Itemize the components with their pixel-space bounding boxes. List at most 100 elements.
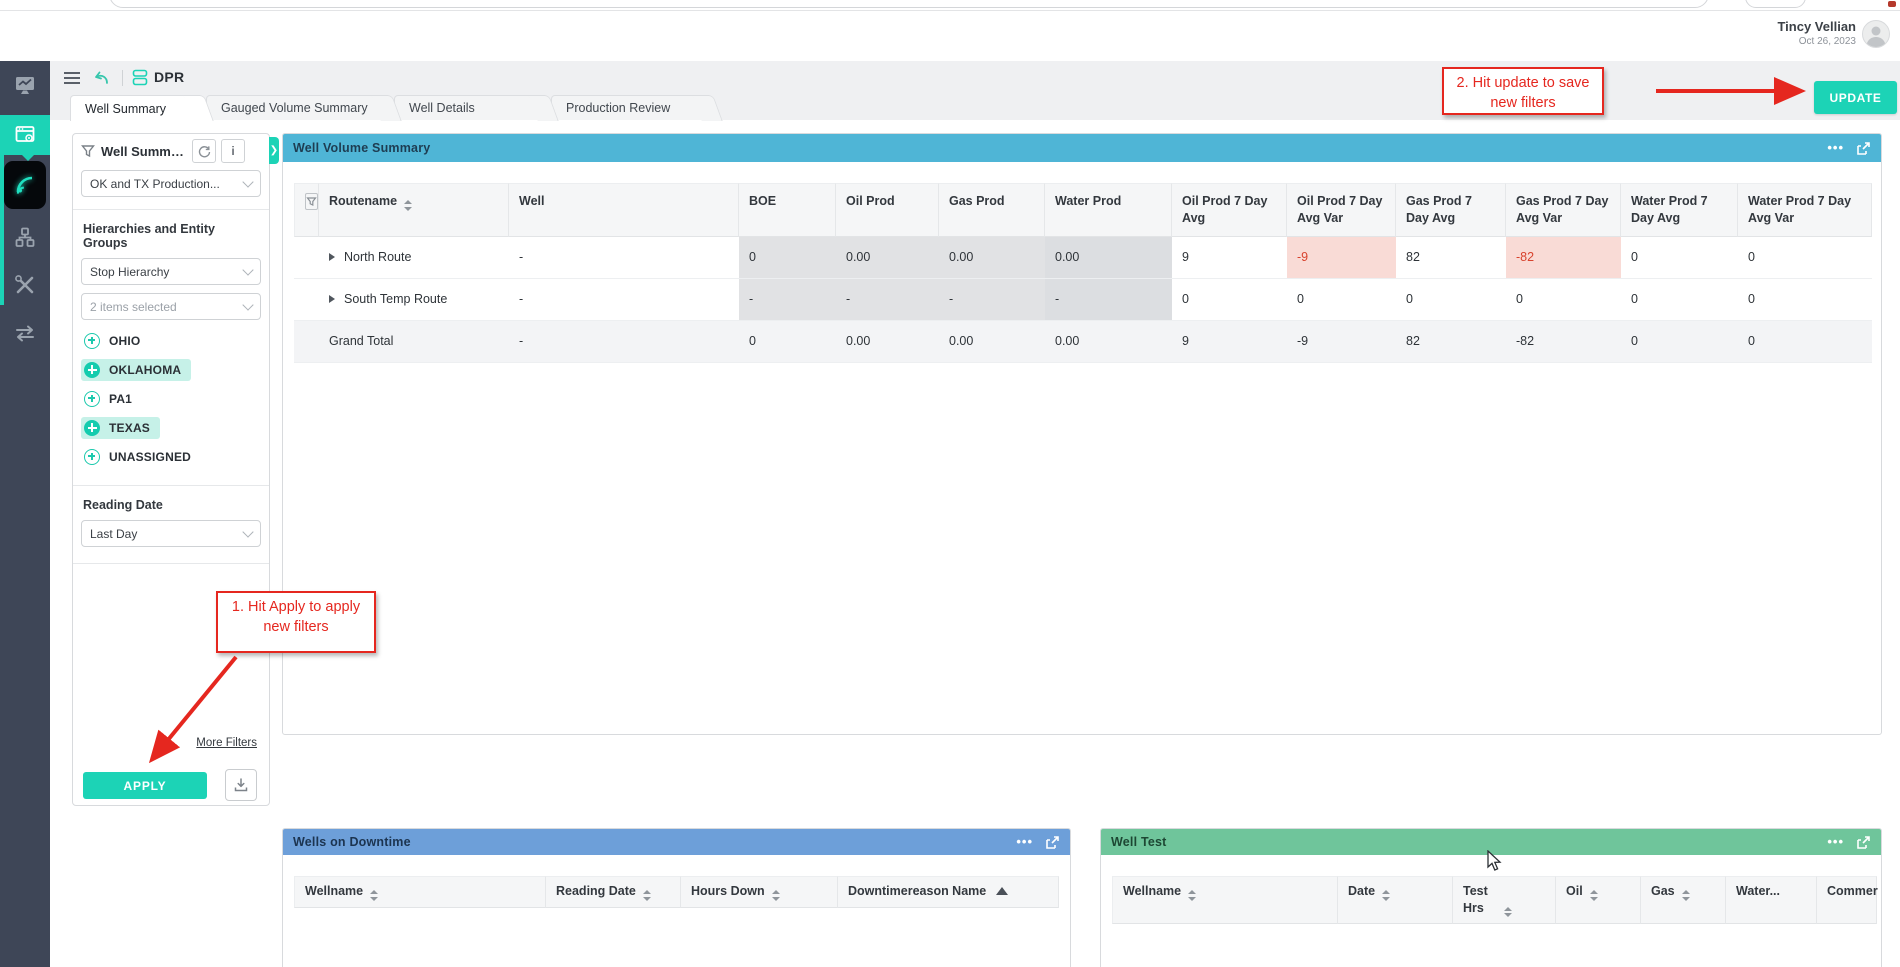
entity-list: OHIO OKLAHOMA PA1 TEXAS	[73, 328, 269, 469]
sort-icon[interactable]	[1589, 890, 1598, 901]
sort-icon[interactable]	[370, 890, 379, 901]
reading-date-dropdown[interactable]: Last Day	[81, 520, 261, 547]
open-in-window-icon[interactable]	[1856, 141, 1871, 156]
app-header: Tincy Vellian Oct 26, 2023	[0, 11, 1900, 61]
refresh-button[interactable]	[192, 139, 216, 163]
table-cell: 0	[1396, 278, 1506, 321]
wvs-column-header[interactable]: Gas Prod	[939, 183, 1045, 237]
collapse-chevron-icon[interactable]: ❯	[269, 137, 279, 164]
table-cell	[294, 320, 319, 363]
save-download-icon	[234, 778, 248, 792]
well-test-column-header[interactable]: Water...	[1726, 876, 1817, 925]
wvs-column-header[interactable]: Well	[509, 183, 739, 237]
downtime-column-header[interactable]: Reading Date	[546, 876, 681, 908]
content: DPR 2. Hit update to save new filters UP…	[50, 61, 1900, 967]
browser-strip	[0, 0, 1900, 11]
chevron-down-icon	[242, 175, 254, 188]
wvs-column-header[interactable]: Gas Prod 7 Day Avg	[1396, 183, 1506, 237]
sort-icon[interactable]	[404, 200, 413, 211]
wvs-column-header[interactable]: Oil Prod 7 Day Avg	[1172, 183, 1287, 237]
well-test-column-header[interactable]: Test Hrs	[1453, 876, 1556, 925]
tab-gauged-volume-summary[interactable]: Gauged Volume Summary	[206, 95, 388, 120]
plus-circle-icon[interactable]	[84, 390, 100, 407]
ellipsis-menu-icon[interactable]: •••	[1016, 834, 1033, 849]
sort-icon[interactable]	[1188, 890, 1197, 901]
wvs-column-header[interactable]: Water Prod 7 Day Avg	[1621, 183, 1738, 237]
table-cell: 0	[739, 236, 836, 279]
entity-item-ohio[interactable]: OHIO	[81, 328, 261, 353]
back-arrow-icon[interactable]	[90, 69, 110, 87]
sidebar-item-tools[interactable]	[0, 261, 50, 309]
entity-item-unassigned[interactable]: UNASSIGNED	[81, 444, 261, 469]
sidebar-item-reports-active[interactable]	[0, 115, 50, 161]
table-cell: 0	[1172, 278, 1287, 321]
sort-icon[interactable]	[642, 890, 651, 901]
hierarchy-icon	[15, 227, 35, 247]
well-test-column-header[interactable]: Commer	[1817, 876, 1878, 925]
hierarchy-dropdown[interactable]: Stop Hierarchy	[81, 258, 261, 285]
wvs-column-header[interactable]: Gas Prod 7 Day Avg Var	[1506, 183, 1621, 237]
items-selected-dropdown[interactable]: 2 items selected	[81, 293, 261, 320]
expand-caret-icon[interactable]	[329, 253, 335, 262]
table-cell: 0.00	[939, 320, 1045, 363]
route-name-cell[interactable]: South Temp Route	[319, 278, 509, 321]
plus-circle-icon[interactable]	[84, 419, 100, 436]
open-in-window-icon[interactable]	[1045, 835, 1060, 850]
wvs-column-header[interactable]: Water Prod 7 Day Avg Var	[1738, 183, 1872, 237]
apply-button[interactable]: APPLY	[83, 772, 207, 799]
ellipsis-menu-icon[interactable]: •••	[1827, 834, 1844, 849]
tab-well-summary[interactable]: Well Summary	[70, 95, 200, 121]
wvs-column-header[interactable]: Water Prod	[1045, 183, 1172, 237]
sidebar-item-feed[interactable]	[0, 157, 50, 213]
open-in-window-icon[interactable]	[1856, 835, 1871, 850]
wvs-column-header[interactable]: Oil Prod 7 Day Avg Var	[1287, 183, 1396, 237]
wvs-column-header[interactable]: BOE	[739, 183, 836, 237]
expand-caret-icon[interactable]	[329, 295, 335, 304]
route-name-cell[interactable]: North Route	[319, 236, 509, 279]
sort-icon[interactable]	[1504, 906, 1512, 918]
browser-extension-button[interactable]	[1745, 0, 1806, 8]
downtime-column-header[interactable]: Downtimereason Name	[838, 876, 1059, 908]
tools-icon	[15, 275, 34, 294]
plus-circle-icon[interactable]	[84, 332, 100, 349]
well-test-column-header[interactable]: Wellname	[1112, 876, 1338, 925]
person-icon	[1866, 26, 1886, 47]
ellipsis-menu-icon[interactable]: •••	[1827, 140, 1844, 155]
chevron-down-icon	[242, 263, 254, 276]
well-test-column-header[interactable]: Oil	[1556, 876, 1641, 925]
entity-item-oklahoma[interactable]: OKLAHOMA	[81, 357, 261, 382]
plus-circle-icon[interactable]	[84, 361, 100, 378]
wvs-column-header[interactable]: Oil Prod	[836, 183, 939, 237]
well-test-column-header[interactable]: Date	[1338, 876, 1453, 925]
well-test-column-header[interactable]: Gas	[1641, 876, 1726, 925]
wvs-column-header[interactable]: Routename	[319, 183, 509, 237]
hamburger-menu-icon[interactable]	[62, 69, 82, 87]
table-filter-icon	[305, 193, 318, 210]
more-filters-link[interactable]: More Filters	[196, 737, 257, 749]
downtime-column-header[interactable]: Wellname	[294, 876, 546, 908]
table-cell: -	[1045, 278, 1172, 321]
sidebar-item-dashboards[interactable]	[0, 61, 50, 109]
user-avatar[interactable]	[1862, 20, 1890, 48]
plus-circle-icon[interactable]	[84, 448, 100, 465]
sort-icon[interactable]	[1382, 890, 1391, 901]
sort-icon[interactable]	[771, 890, 780, 901]
info-button[interactable]: i	[221, 139, 245, 163]
entity-item-texas[interactable]: TEXAS	[81, 415, 261, 440]
sort-ascending-icon[interactable]	[996, 887, 1009, 895]
wvs-column-filter[interactable]	[294, 183, 319, 237]
tab-production-review[interactable]: Production Review	[551, 95, 709, 120]
table-cell: 0.00	[836, 236, 939, 279]
sort-icon[interactable]	[1681, 890, 1690, 901]
well-volume-summary-panel: Well Volume Summary •••	[282, 133, 1882, 735]
browser-address-bar[interactable]	[109, 0, 1709, 8]
tab-well-details[interactable]: Well Details	[394, 95, 545, 120]
sidebar-item-transfers[interactable]	[0, 309, 50, 357]
save-filter-button[interactable]	[225, 769, 257, 801]
update-button[interactable]: UPDATE	[1814, 81, 1897, 114]
entity-item-pa1[interactable]: PA1	[81, 386, 261, 411]
table-cell: 0	[1287, 278, 1396, 321]
downtime-column-header[interactable]: Hours Down	[681, 876, 838, 908]
sidebar-item-hierarchy[interactable]	[0, 213, 50, 261]
filter-profile-dropdown[interactable]: OK and TX Production...	[81, 170, 261, 197]
